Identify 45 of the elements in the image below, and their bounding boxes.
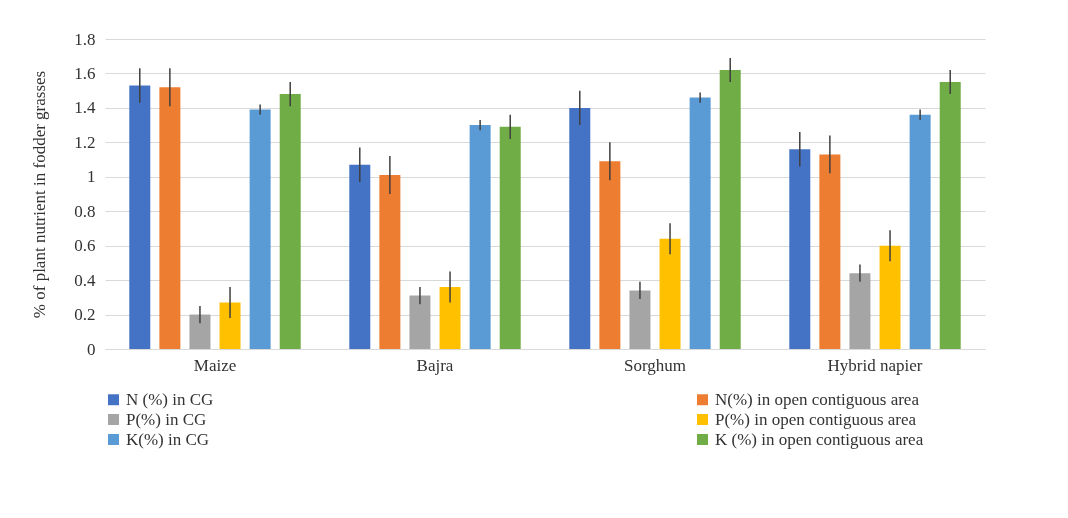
bar	[879, 245, 901, 349]
bar	[939, 82, 961, 349]
x-tick-label: Maize	[193, 355, 237, 375]
legend-label: P(%) in CG	[126, 409, 207, 429]
y-tick-label: 0.4	[74, 270, 96, 290]
y-tick-label: 0.8	[74, 201, 96, 221]
bar	[689, 97, 711, 349]
bar	[469, 125, 491, 349]
bar	[719, 70, 741, 349]
bar	[569, 107, 591, 349]
y-tick-label: 0	[87, 339, 96, 359]
bar	[279, 94, 301, 349]
legend-label: K (%) in open contiguous area	[715, 429, 924, 449]
bar	[629, 290, 651, 349]
bar	[819, 154, 841, 349]
bar	[439, 287, 461, 349]
y-tick-label: 0.2	[74, 305, 96, 325]
x-tick-label: Hybrid napier	[827, 355, 923, 375]
bar	[599, 161, 621, 349]
legend-label: K(%) in CG	[126, 429, 210, 449]
bar	[219, 302, 241, 349]
x-tick-label: Bajra	[416, 355, 454, 375]
y-tick-label: 1.4	[74, 98, 96, 118]
y-tick-label: 1	[87, 167, 96, 187]
bar	[129, 85, 151, 349]
x-tick-label: Sorghum	[623, 355, 687, 375]
legend-label: N (%) in CG	[126, 389, 214, 409]
bar	[189, 314, 211, 349]
bar	[789, 149, 811, 349]
y-tick-label: 1.6	[74, 63, 96, 83]
legend-label: N(%) in open contiguous area	[715, 389, 920, 409]
bar	[909, 114, 931, 349]
y-tick-label: 0.6	[74, 236, 96, 256]
bar	[159, 87, 181, 349]
bar	[379, 175, 401, 349]
y-axis-title: % of plant nutrient in fodder grasses	[30, 70, 50, 319]
bar	[849, 273, 871, 349]
y-tick-label: 1.8	[74, 29, 96, 49]
bar	[409, 295, 431, 349]
legend-label: P(%) in open contiguous area	[715, 409, 917, 429]
bar	[499, 126, 521, 349]
bar	[659, 238, 681, 349]
bar	[349, 164, 371, 349]
y-tick-label: 1.2	[74, 132, 96, 152]
bar	[249, 109, 271, 349]
